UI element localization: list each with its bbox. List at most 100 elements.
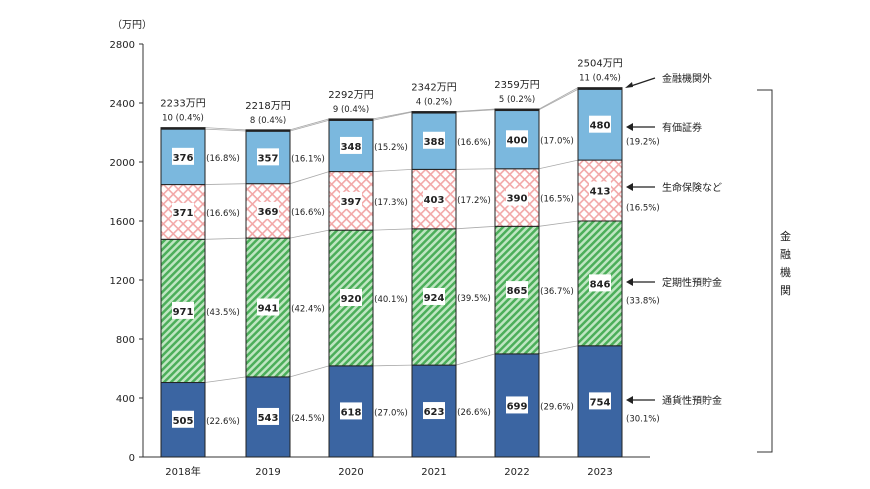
- connector-line: [204, 127, 247, 131]
- value-label: 754: [590, 397, 611, 408]
- value-label-box: [589, 274, 611, 292]
- value-label: 369: [258, 207, 279, 218]
- legend-arrow: [630, 77, 656, 87]
- value-label: 348: [341, 142, 362, 153]
- percent-label: (42.4%): [291, 305, 325, 315]
- connector-line: [289, 119, 330, 132]
- value-label: 11 (0.4%): [579, 74, 621, 84]
- value-label: 4 (0.2%): [416, 98, 452, 108]
- value-label: 10 (0.4%): [162, 114, 204, 124]
- x-tick-label: 2020: [338, 467, 363, 478]
- legend-label: 通貨性預貯金: [662, 394, 722, 407]
- arrowhead-icon: [626, 183, 633, 191]
- bar-segment-4: [245, 129, 291, 132]
- percent-label: (26.6%): [457, 408, 491, 418]
- value-label-box: [589, 181, 611, 199]
- percent-label: (17.2%): [457, 196, 491, 206]
- value-label: 397: [341, 197, 362, 208]
- value-label: 618: [341, 407, 362, 418]
- value-label-box: [257, 201, 279, 219]
- percent-label: (22.6%): [206, 417, 240, 427]
- connector-line: [372, 111, 413, 120]
- value-label: 941: [258, 304, 279, 315]
- connector-line: [289, 118, 330, 131]
- total-label: 2218万円: [245, 101, 290, 112]
- x-tick-label: 2019: [255, 467, 280, 478]
- x-tick-label: 2021: [421, 467, 446, 478]
- percent-label: (27.0%): [374, 408, 408, 418]
- value-label-box: [423, 131, 445, 149]
- connector-line: [455, 108, 496, 112]
- x-tick-label: 2022: [504, 467, 529, 478]
- value-label: 505: [173, 416, 194, 427]
- value-label: 971: [173, 307, 194, 318]
- connector-line: [538, 220, 579, 227]
- bar-segment-4: [494, 108, 540, 112]
- value-label: 371: [173, 208, 194, 219]
- connector-line: [455, 353, 496, 366]
- total-label: 2504万円: [577, 59, 622, 70]
- value-label: 413: [590, 187, 611, 198]
- percent-label: (24.5%): [291, 414, 325, 424]
- value-label-box: [506, 188, 528, 206]
- connector-line: [372, 168, 413, 172]
- financial-institution-bracket: 金融機関: [757, 89, 791, 453]
- total-label: 2359万円: [494, 80, 539, 91]
- connector-line: [204, 128, 247, 132]
- value-label-box: [589, 115, 611, 133]
- percent-label: (16.6%): [291, 208, 325, 218]
- connector-line: [289, 229, 330, 239]
- value-label-box: [340, 136, 362, 154]
- value-label-box: [589, 392, 611, 410]
- percent-label: (15.2%): [374, 143, 408, 153]
- value-label-box: [257, 148, 279, 166]
- legend-label: 定期性預貯金: [662, 276, 722, 289]
- value-label: 388: [424, 137, 445, 148]
- value-label: 846: [590, 279, 611, 290]
- arrowhead-icon: [626, 123, 633, 131]
- connector-line: [455, 225, 496, 230]
- value-label-box: [257, 298, 279, 316]
- value-label-box: [506, 396, 528, 414]
- percent-label: (43.5%): [206, 308, 240, 318]
- value-label: 8 (0.4%): [250, 116, 286, 126]
- connector-line: [372, 364, 413, 367]
- percent-label: (30.1%): [626, 414, 660, 424]
- arrowhead-icon: [626, 396, 633, 404]
- connector-line: [204, 183, 247, 185]
- value-label-box: [340, 288, 362, 306]
- y-tick-label: 2000: [110, 158, 135, 169]
- total-label: 2342万円: [411, 83, 456, 94]
- connector-line: [289, 171, 330, 185]
- total-label: 2292万円: [328, 90, 373, 101]
- connector-line: [455, 168, 496, 170]
- value-label: 5 (0.2%): [499, 95, 535, 105]
- value-label-box: [340, 402, 362, 420]
- value-label: 403: [424, 195, 445, 206]
- bracket-label: 金融機関: [780, 229, 791, 297]
- value-label-box: [340, 191, 362, 209]
- value-label-box: [423, 190, 445, 208]
- value-label-box: [172, 202, 194, 220]
- y-tick-label: 2800: [110, 40, 135, 51]
- percent-label: (33.8%): [626, 296, 660, 306]
- percent-label: (16.6%): [206, 209, 240, 219]
- percent-label: (29.6%): [540, 402, 574, 412]
- x-tick-label: 2023: [587, 467, 612, 478]
- bar-segment-4: [577, 87, 623, 90]
- y-tick-label: 800: [116, 335, 135, 346]
- connector-line: [204, 237, 247, 240]
- percent-label: (19.2%): [626, 138, 660, 148]
- connector-line: [204, 376, 247, 383]
- y-tick-label: 0: [129, 453, 135, 464]
- value-label: 623: [424, 407, 445, 418]
- y-unit-label: （万円）: [112, 19, 152, 31]
- percent-label: (16.1%): [291, 154, 325, 164]
- value-label-box: [506, 281, 528, 299]
- value-label-box: [423, 287, 445, 305]
- percent-label: (39.5%): [457, 294, 491, 304]
- percent-label: (40.1%): [374, 295, 408, 305]
- connector-line: [538, 159, 579, 170]
- y-tick-label: 2400: [110, 99, 135, 110]
